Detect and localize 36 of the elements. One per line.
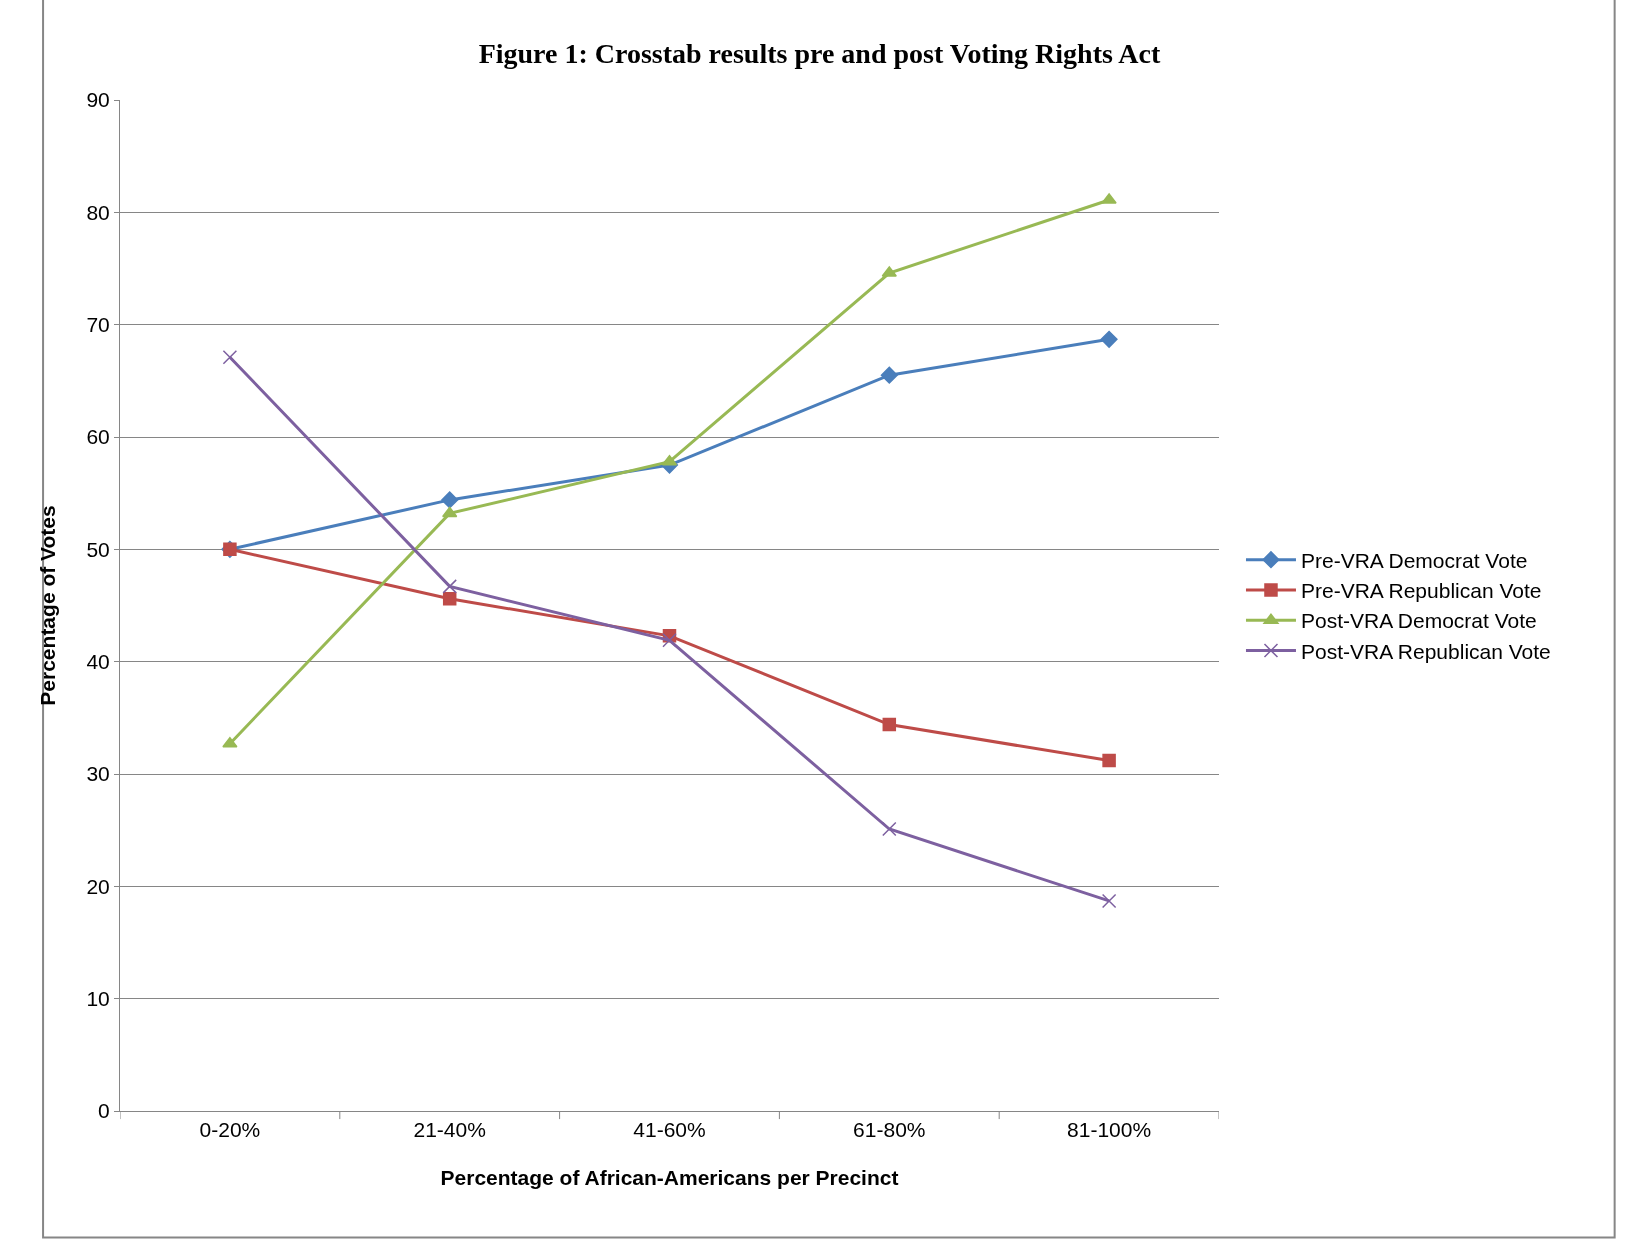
y-tick-label: 60 (86, 425, 110, 449)
point (1100, 330, 1118, 348)
point (882, 717, 897, 732)
y-tick-label: 90 (86, 88, 110, 112)
point (441, 491, 459, 509)
x-tick-label: 0-20% (199, 1118, 261, 1142)
x-tick-label: 61-80% (853, 1118, 926, 1142)
y-axis-title: Percentage of Votes (35, 505, 59, 706)
y-tick-label: 40 (86, 650, 110, 674)
x-tick-label: 81-100% (1067, 1118, 1152, 1142)
y-tick-label: 20 (86, 874, 110, 898)
x-axis-title: Percentage of African-Americans per Precinct (440, 1166, 899, 1190)
y-tick-label: 10 (86, 987, 110, 1011)
point (442, 579, 457, 594)
point (1101, 893, 1117, 909)
point (222, 736, 238, 748)
point (1102, 753, 1116, 768)
legend-label: Post-VRA Republican Vote (1300, 639, 1551, 663)
point (880, 366, 898, 384)
legend-label: Post-VRA Democrat Vote (1300, 609, 1537, 633)
y-tick-label: 0 (98, 1099, 110, 1123)
point (661, 454, 678, 466)
x-tick-label: 21-40% (413, 1118, 486, 1142)
legend-label: Pre-VRA Republican Vote (1300, 579, 1542, 603)
y-tick-label: 50 (86, 537, 110, 561)
point (882, 821, 897, 837)
x-tick-label: 41-60% (633, 1118, 706, 1142)
point (442, 592, 457, 606)
y-tick-label: 30 (86, 762, 110, 786)
chart-title: Figure 1: Crosstab results pre and post Voting Rights Act (478, 38, 1162, 70)
y-tick-label: 80 (86, 200, 110, 224)
point (222, 349, 238, 365)
point (662, 633, 677, 648)
point (442, 506, 458, 518)
legend-label: Pre-VRA Democrat Vote (1300, 548, 1528, 572)
y-tick-label: 70 (86, 313, 110, 337)
